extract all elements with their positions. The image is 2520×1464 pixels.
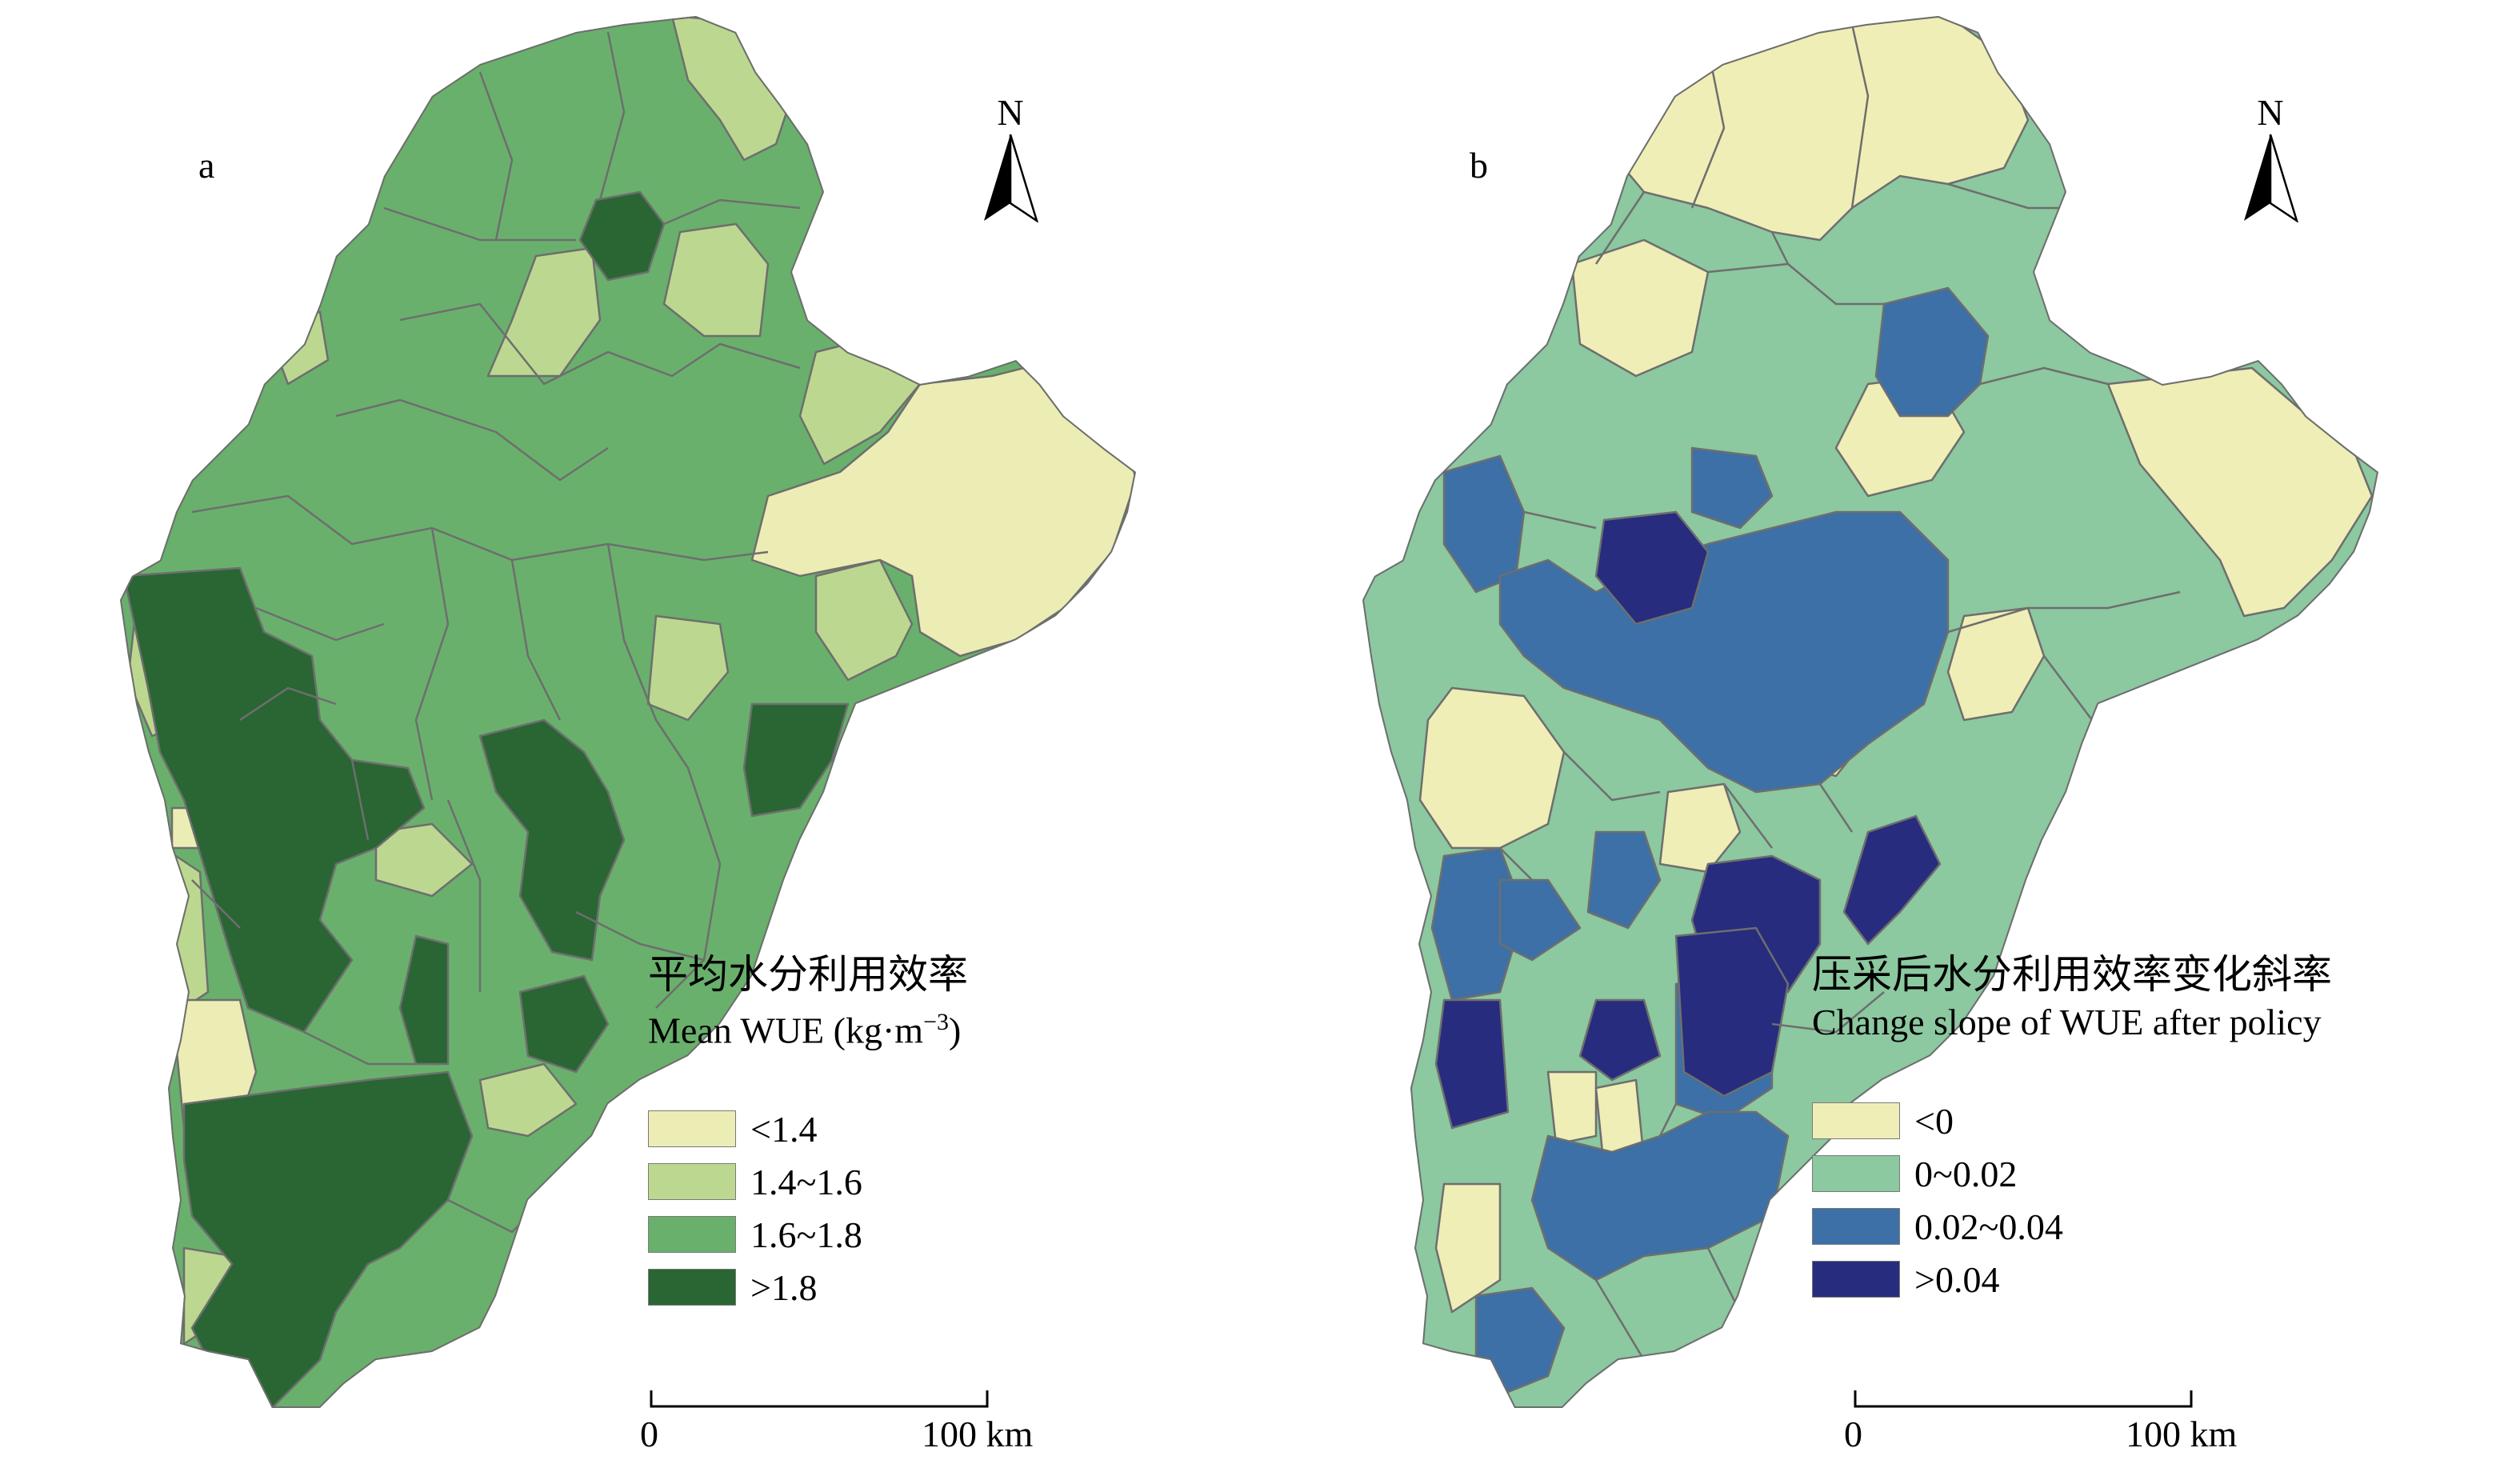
legend-items: <1.4 1.4~1.6 1.6~1.8 >1.8 <box>648 1102 968 1314</box>
region-class-4 <box>1842 814 1942 946</box>
legend-label: <0 <box>1914 1100 1954 1142</box>
scale-bar: 0 100 km <box>1830 1384 2237 1464</box>
legend-label: 0~0.02 <box>1914 1153 2018 1194</box>
legend-title-cn: 压采后水分利用效率变化斜率 <box>1812 951 2332 998</box>
legend-item: >0.04 <box>1812 1253 2332 1306</box>
region-class-4 <box>518 974 610 1074</box>
region-class-4 <box>1674 926 1790 1098</box>
legend-item: >1.8 <box>648 1261 968 1314</box>
panel-wue-slope: b N 压采后水分利用效率变化斜率 Change slope of WUE af… <box>1260 0 2520 1464</box>
north-label: N <box>997 92 1024 133</box>
panel-mean-wue: a N 平均水分利用效率 Mean WUE (kg·m−3) <1.4 1.4~1… <box>120 16 1136 1464</box>
region-class-2 <box>478 1062 578 1138</box>
legend-item: <1.4 <box>648 1102 968 1155</box>
region-class-4 <box>398 934 450 1066</box>
legend-item: 1.4~1.6 <box>648 1155 968 1208</box>
legend-item: 0~0.02 <box>1812 1147 2332 1200</box>
map-wue-slope <box>1362 16 2378 1408</box>
legend: 压采后水分利用效率变化斜率 Change slope of WUE after … <box>1812 952 2332 1306</box>
scale-bar-line <box>1854 1390 2193 1408</box>
region-class-4 <box>742 702 850 818</box>
region-class-3 <box>1874 286 1990 418</box>
legend-item: <0 <box>1812 1094 2332 1147</box>
legend-title-cn: 平均水分利用效率 <box>648 951 968 998</box>
region-class-4 <box>1594 510 1710 626</box>
region-class-1 <box>1658 782 1742 874</box>
scale-bar-line <box>650 1390 989 1408</box>
legend-item: 0.02~0.04 <box>1812 1200 2332 1253</box>
scale-bar: 0 100 km <box>626 1384 1033 1464</box>
region-class-2 <box>374 822 474 898</box>
legend-label: 0.02~0.04 <box>1914 1206 2063 1247</box>
legend-label: <1.4 <box>750 1108 818 1150</box>
region-class-3 <box>1498 878 1582 962</box>
north-arrow-icon <box>984 134 1038 222</box>
legend-item: 1.6~1.8 <box>648 1208 968 1261</box>
region-class-1 <box>1570 238 1710 378</box>
legend-swatch <box>648 1110 736 1148</box>
legend-swatch <box>648 1269 736 1306</box>
legend-swatch <box>1812 1261 1900 1298</box>
region-class-4 <box>578 190 666 282</box>
legend-title-en: Mean WUE (kg·m−3) <box>648 1009 962 1051</box>
legend: 平均水分利用效率 Mean WUE (kg·m−3) <1.4 1.4~1.6 1.… <box>648 952 968 1314</box>
legend-label: >0.04 <box>1914 1258 2000 1300</box>
north-arrow-icon <box>2244 134 2298 222</box>
region-class-3 <box>1586 830 1662 930</box>
scale-max-label: 100 km <box>922 1414 1034 1454</box>
region-class-4 <box>478 718 626 962</box>
legend-label: 1.6~1.8 <box>750 1214 862 1255</box>
legend-swatch <box>1812 1102 1900 1139</box>
north-arrow: N <box>2234 94 2306 222</box>
legend-label: 1.4~1.6 <box>750 1161 862 1202</box>
region-class-3 <box>1690 446 1774 530</box>
map-mean-wue <box>120 16 1136 1408</box>
legend-items: <0 0~0.02 0.02~0.04 >0.04 <box>1812 1094 2332 1306</box>
panel-label: a <box>198 145 215 186</box>
legend-swatch <box>1812 1155 1900 1192</box>
north-label: N <box>2257 92 2284 133</box>
region-class-1 <box>2106 366 2374 618</box>
region-class-2 <box>646 614 730 722</box>
region-class-2 <box>662 222 770 338</box>
region-class-4 <box>1434 998 1510 1130</box>
legend-swatch <box>648 1216 736 1254</box>
legend-swatch <box>1812 1208 1900 1245</box>
panel-label: b <box>1470 145 1488 186</box>
scale-zero-label: 0 <box>640 1414 658 1454</box>
legend-label: >1.8 <box>750 1266 818 1308</box>
region-class-4 <box>182 1070 474 1408</box>
region-class-4 <box>122 566 426 1034</box>
legend-swatch <box>648 1163 736 1201</box>
region-class-4 <box>1578 998 1662 1082</box>
scale-zero-label: 0 <box>1844 1414 1862 1454</box>
scale-max-label: 100 km <box>2126 1414 2238 1454</box>
north-arrow: N <box>974 94 1046 222</box>
region-class-1 <box>1546 1070 1598 1146</box>
legend-title-en: Change slope of WUE after policy <box>1812 1002 2322 1042</box>
